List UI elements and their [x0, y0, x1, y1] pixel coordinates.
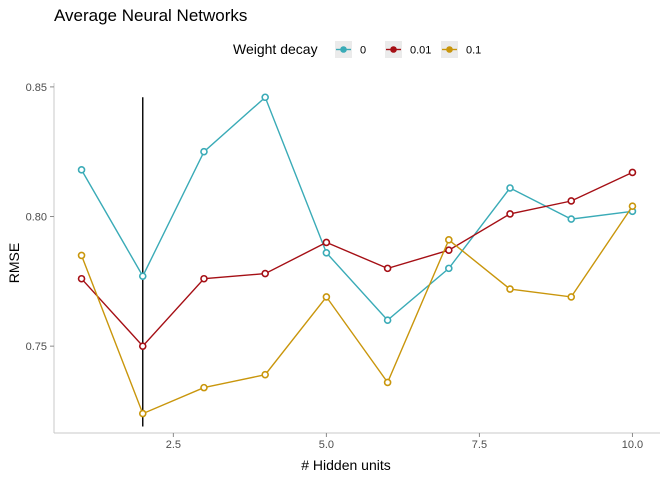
legend-label: 0 [360, 45, 366, 57]
data-point [261, 93, 269, 102]
data-point [322, 249, 331, 257]
series-line [80, 205, 634, 415]
data-point [322, 293, 331, 301]
data-point [138, 272, 147, 280]
legend-key-dot [340, 46, 347, 53]
axis-ticks: 2.5 5.0 7.5 10.0 0.75 0.80 0.85 [26, 82, 644, 451]
y-axis-title: RMSE [6, 243, 22, 283]
legend-item-0: 0 [335, 41, 366, 58]
x-tick-label: 2.5 [166, 439, 181, 451]
series-1 [77, 168, 637, 350]
legend-title: Weight decay [233, 41, 318, 57]
series-2 [77, 202, 637, 418]
data-point [383, 316, 392, 325]
data-point [261, 370, 269, 379]
legend-label: 0.01 [410, 45, 431, 57]
data-point [506, 285, 514, 293]
data-point [261, 269, 269, 278]
chart-title: Average Neural Networks [54, 6, 247, 25]
y-tick-label: 0.85 [26, 82, 47, 94]
x-tick-label: 5.0 [319, 439, 334, 451]
data-point [567, 215, 576, 223]
data-point [77, 251, 86, 260]
x-tick-label: 10.0 [622, 439, 643, 451]
data-point [138, 409, 147, 418]
data-point [628, 168, 637, 177]
legend-item-1: 0.01 [385, 41, 431, 58]
y-tick-label: 0.80 [26, 212, 47, 224]
data-point [77, 166, 86, 174]
data-point [383, 378, 392, 387]
series-line [80, 96, 633, 322]
series-layer [77, 93, 637, 418]
series-line [80, 171, 633, 348]
legend-item-2: 0.1 [441, 41, 481, 58]
data-point [200, 274, 208, 283]
y-tick-label: 0.75 [26, 341, 47, 353]
data-point [77, 274, 86, 283]
plot-area: 2.5 5.0 7.5 10.0 0.75 0.80 0.85 [26, 82, 660, 451]
data-point [445, 236, 453, 244]
data-point [322, 238, 331, 247]
data-point [567, 293, 576, 301]
x-axis-title: # Hidden units [301, 457, 391, 473]
data-point [445, 246, 453, 255]
legend-key-dot [446, 46, 453, 53]
legend: Weight decay 0 0.01 0.1 [233, 41, 481, 58]
data-point [445, 264, 453, 273]
data-point [200, 383, 208, 392]
x-tick-label: 7.5 [472, 439, 487, 451]
legend-label: 0.1 [466, 45, 481, 57]
legend-key-dot [390, 46, 397, 53]
data-point [506, 184, 514, 192]
data-point [138, 342, 147, 350]
data-point [506, 210, 514, 218]
data-point [200, 147, 208, 156]
data-point [383, 264, 392, 273]
series-0 [77, 93, 637, 325]
data-point [628, 202, 637, 210]
data-point [567, 197, 576, 205]
